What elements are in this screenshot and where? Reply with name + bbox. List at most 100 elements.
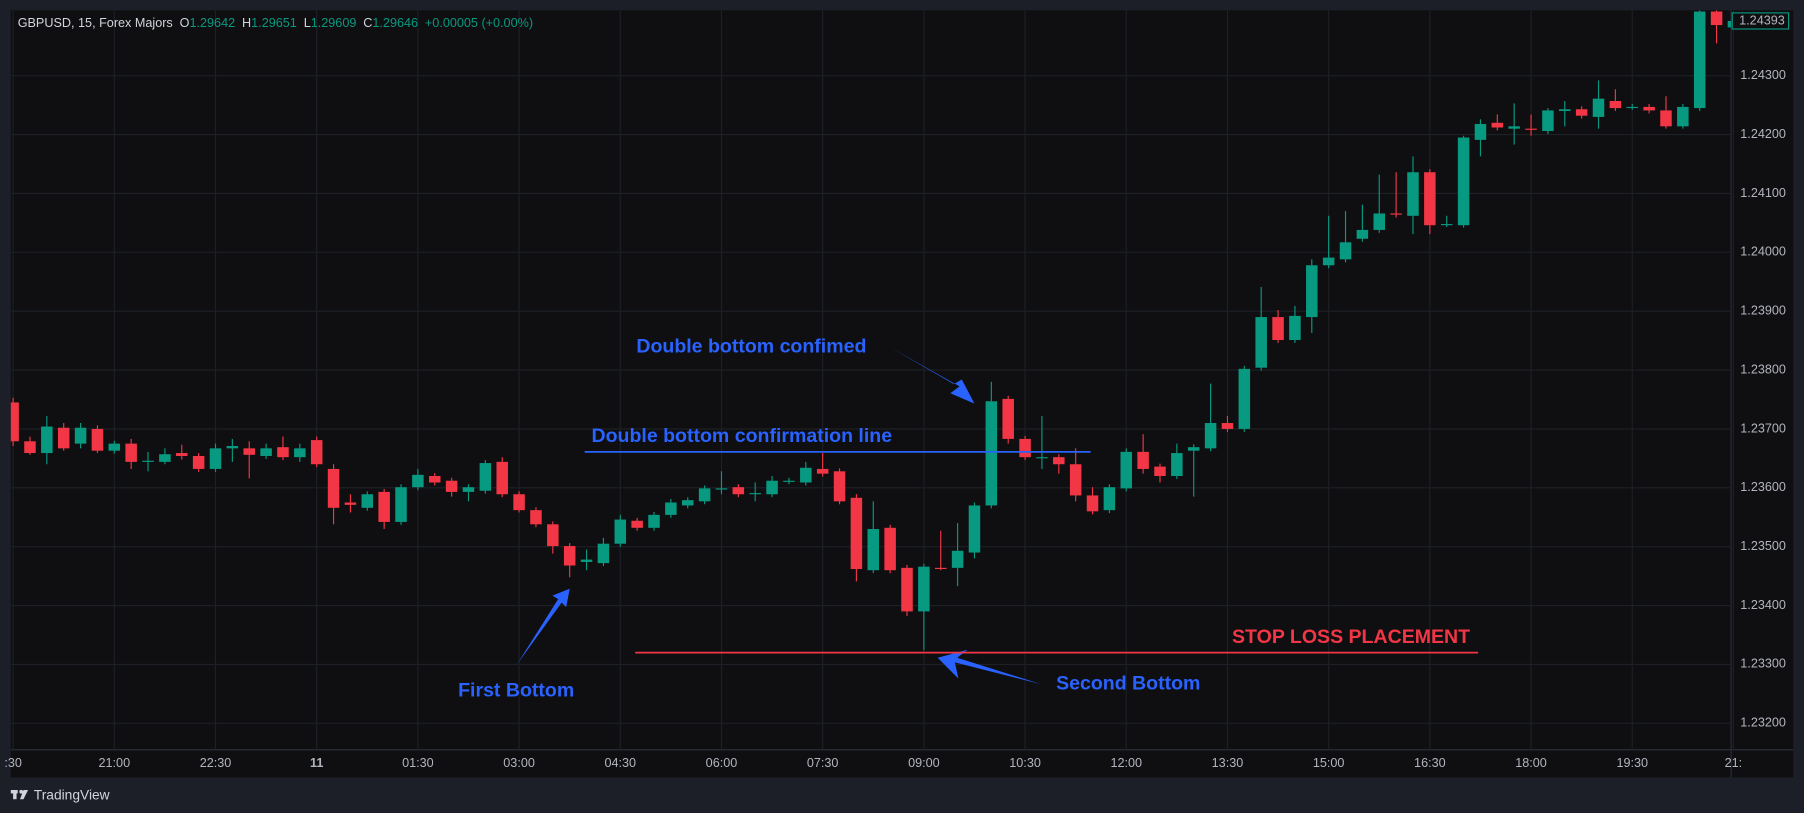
candle-body xyxy=(1559,109,1571,112)
candle-body xyxy=(1137,451,1149,469)
candle-body xyxy=(597,543,610,564)
x-tick-label: 09:00 xyxy=(908,756,940,770)
last-price-box xyxy=(1731,12,1790,30)
candle-body xyxy=(816,468,829,474)
candle-body xyxy=(294,448,306,458)
x-tick-label: 04:30 xyxy=(604,756,636,770)
candle-body xyxy=(1356,229,1369,239)
arrow xyxy=(888,346,975,404)
candle-body xyxy=(884,527,896,571)
annotation: Double bottom confimed xyxy=(636,335,866,357)
ohlc-value: 1.29609 xyxy=(311,16,357,30)
ohlc-label: H xyxy=(242,16,251,30)
candle-body xyxy=(429,476,441,483)
candle-body xyxy=(479,463,492,491)
candle-body xyxy=(951,550,964,568)
symbol: GBPUSD, 15, Forex Majors xyxy=(18,16,173,30)
candle-body xyxy=(1289,315,1301,341)
candle-body xyxy=(665,502,677,515)
candle-body xyxy=(226,445,239,449)
candle-body xyxy=(1660,110,1672,127)
candle-body xyxy=(1306,265,1318,318)
y-tick-label: 1.24000 xyxy=(1740,245,1786,259)
candles xyxy=(10,10,1732,651)
annotation: First Bottom xyxy=(458,679,574,701)
grid xyxy=(10,10,1735,750)
ohlc-value: 1.29651 xyxy=(251,16,297,30)
y-tick-label: 1.23900 xyxy=(1740,304,1786,318)
candle-body xyxy=(1592,98,1605,117)
candle-body xyxy=(1036,457,1048,459)
x-tick-label: 06:00 xyxy=(706,756,738,770)
candle-body xyxy=(159,454,171,462)
candle-body xyxy=(985,401,998,506)
candle-body xyxy=(412,474,424,488)
annotation: Double bottom confirmation line xyxy=(592,425,893,447)
candle-body xyxy=(1053,457,1065,465)
candle-body xyxy=(1424,172,1436,226)
candle-body xyxy=(260,448,272,456)
candle-body xyxy=(1002,398,1014,439)
candle-body xyxy=(1407,172,1419,216)
candle-body xyxy=(1677,106,1689,127)
logo xyxy=(10,789,29,800)
overlay: Double bottom confimed First Bottom Seco… xyxy=(458,335,1479,701)
candle-body xyxy=(142,460,154,462)
brand: TradingView xyxy=(34,787,110,802)
ohlc-label: C xyxy=(363,16,372,30)
candle-body xyxy=(445,480,458,492)
y-tick-label: 1.24200 xyxy=(1740,127,1786,141)
candle-body xyxy=(1255,317,1267,368)
candle-body xyxy=(833,471,846,502)
candle-body xyxy=(1575,109,1588,116)
x-tick-label: 18:00 xyxy=(1515,756,1547,770)
ohlc-label: L xyxy=(304,16,311,30)
x-tick-label: 10:30 xyxy=(1009,756,1041,770)
candle-body xyxy=(125,443,137,462)
candle-body xyxy=(1542,110,1554,132)
candle-body xyxy=(1187,447,1200,451)
candle-body xyxy=(1086,495,1099,512)
candle-body xyxy=(580,559,593,562)
candle-body xyxy=(243,448,255,455)
candle-body xyxy=(901,567,913,612)
y-tick-label: 1.24300 xyxy=(1740,68,1786,82)
candle-body xyxy=(934,567,947,570)
candle-body xyxy=(918,566,930,612)
candle-body xyxy=(378,491,390,522)
candle-body xyxy=(1457,137,1470,226)
candle-body xyxy=(108,443,121,451)
candle-body xyxy=(1171,453,1183,477)
x-tick-label: 22:30 xyxy=(200,756,232,770)
candle-body xyxy=(749,493,761,495)
candle-body xyxy=(361,494,374,508)
y-tick-label: 1.23500 xyxy=(1740,539,1786,553)
x-tick-label: 03:00 xyxy=(503,756,535,770)
candle-body xyxy=(1120,451,1133,489)
candle-body xyxy=(513,494,525,511)
candle-body xyxy=(648,514,660,528)
candle-body xyxy=(192,455,205,469)
ohlc-label: O xyxy=(180,16,190,30)
candle-body xyxy=(57,427,70,449)
x-tick-label: 12:00 xyxy=(1110,756,1142,770)
x-tick-label: 21:00 xyxy=(99,756,131,770)
candle-body xyxy=(563,546,576,566)
arrow xyxy=(516,588,570,665)
candle-body xyxy=(766,480,778,495)
candle-body xyxy=(732,487,745,495)
x-tick-label: 13:30 xyxy=(1212,756,1244,770)
candle-body xyxy=(1154,466,1166,477)
candle-body xyxy=(1609,101,1622,109)
candle-body xyxy=(327,468,340,508)
candle-body xyxy=(1693,11,1706,109)
candle-body xyxy=(1103,487,1116,511)
y-tick-label: 1.23300 xyxy=(1740,657,1786,671)
candle-body xyxy=(1339,242,1352,260)
candle-body xyxy=(631,520,643,528)
candle-body xyxy=(1390,213,1402,215)
candle-body xyxy=(1069,464,1082,496)
candle-body xyxy=(91,428,104,451)
candle-body xyxy=(24,441,36,454)
x-tick-label: 15:00 xyxy=(1313,756,1345,770)
